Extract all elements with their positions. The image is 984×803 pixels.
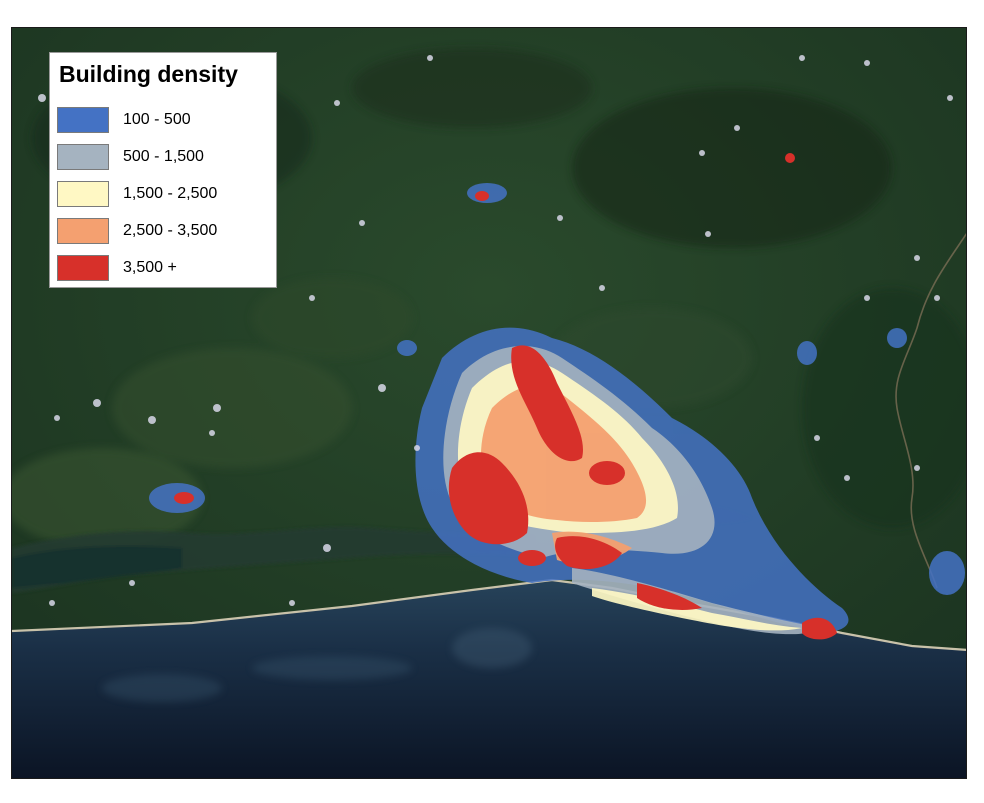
sea-haze xyxy=(102,628,532,702)
legend-swatch xyxy=(57,181,109,207)
river xyxy=(895,233,966,589)
legend-item: 500 - 1,500 xyxy=(57,144,272,172)
legend-item: 1,500 - 2,500 xyxy=(57,181,272,209)
legend-item: 3,500 + xyxy=(57,255,272,283)
legend-item: 100 - 500 xyxy=(57,107,272,135)
legend-swatch xyxy=(57,255,109,281)
legend-item: 2,500 - 3,500 xyxy=(57,218,272,246)
legend-swatch xyxy=(57,144,109,170)
ocean xyxy=(12,580,966,778)
density-red xyxy=(174,153,837,640)
legend-label: 100 - 500 xyxy=(123,111,191,128)
legend-label: 500 - 1,500 xyxy=(123,148,204,165)
legend-label: 1,500 - 2,500 xyxy=(123,185,218,202)
legend-label: 2,500 - 3,500 xyxy=(123,222,218,239)
legend-title: Building density xyxy=(59,61,238,87)
legend-label: 3,500 + xyxy=(123,259,177,276)
settlements xyxy=(38,55,953,606)
legend: Building density 100 - 500 500 - 1,500 1… xyxy=(49,52,277,288)
legend-swatch xyxy=(57,107,109,133)
legend-swatch xyxy=(57,218,109,244)
